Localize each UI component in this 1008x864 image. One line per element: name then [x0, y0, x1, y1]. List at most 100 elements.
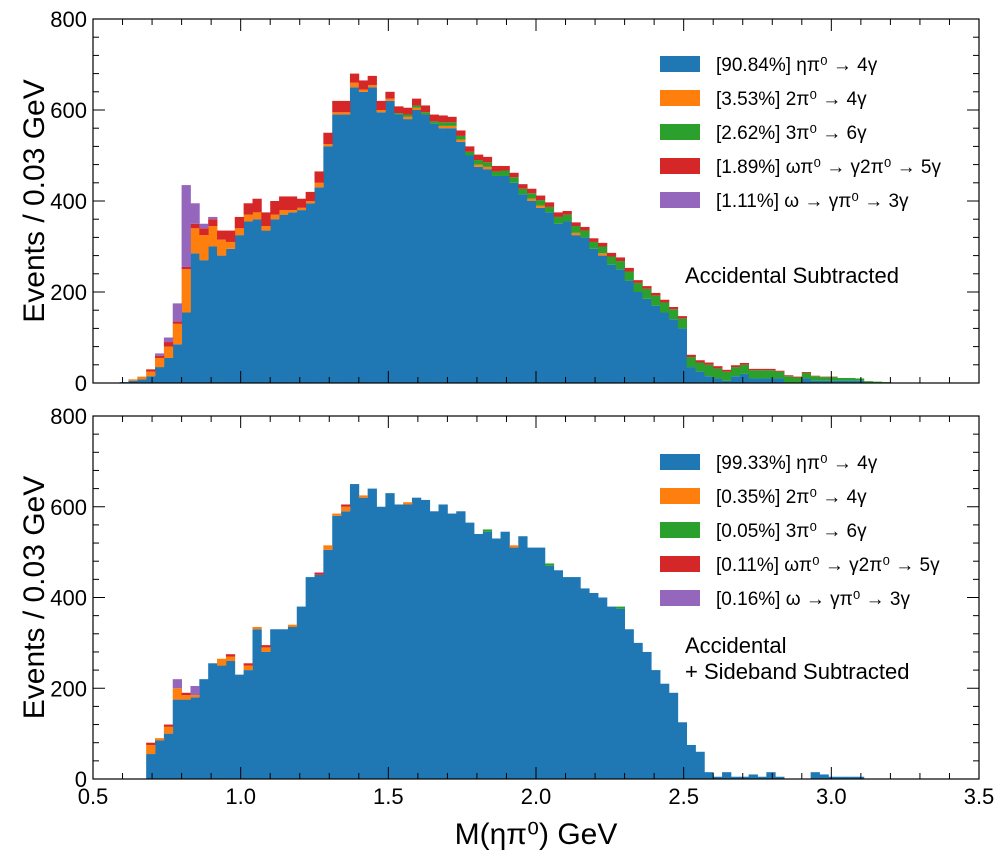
bar: [615, 257, 625, 262]
bar: [252, 626, 262, 630]
bar: [730, 376, 741, 383]
bar: [571, 226, 581, 233]
bar: [598, 253, 608, 256]
bar: [589, 241, 599, 249]
bar: [323, 146, 333, 383]
bar: [571, 235, 581, 384]
bar: [810, 380, 820, 383]
bar: [677, 722, 688, 779]
legend-swatch: [660, 192, 700, 208]
bar: [651, 305, 661, 383]
bar: [332, 515, 342, 779]
bar: [722, 371, 732, 381]
bar: [553, 223, 563, 383]
bar: [438, 504, 448, 779]
bar: [252, 212, 262, 220]
bar: [146, 369, 156, 372]
bar: [544, 206, 555, 213]
bar: [757, 368, 767, 371]
x-tick-label: 3.0: [816, 784, 847, 809]
bar: [137, 379, 147, 383]
bar: [677, 316, 688, 319]
bar: [225, 656, 236, 662]
bar: [651, 292, 661, 296]
bar: [518, 188, 528, 195]
bar: [730, 365, 741, 368]
bar: [766, 772, 776, 779]
bar: [651, 295, 661, 306]
bar: [580, 230, 590, 238]
bar: [403, 107, 413, 115]
legend-swatch: [660, 590, 700, 606]
bar: [296, 198, 307, 208]
bar: [367, 84, 377, 88]
bar: [411, 107, 422, 110]
bar: [757, 378, 767, 383]
bar: [332, 100, 342, 113]
bar: [536, 547, 546, 779]
bar: [155, 353, 165, 356]
bar: [270, 219, 280, 383]
bar: [606, 256, 617, 265]
bar: [314, 572, 324, 575]
legend-entry: [3.53%] 2π⁰ → 4γ: [716, 89, 867, 110]
bar: [332, 112, 342, 115]
bar: [624, 629, 634, 779]
bar: [403, 114, 413, 117]
bar: [553, 570, 563, 779]
bar: [775, 378, 785, 383]
bar: [642, 288, 652, 299]
bar: [305, 201, 315, 204]
legend-swatch: [660, 454, 700, 470]
bar: [713, 378, 723, 383]
bar: [243, 203, 253, 215]
bar: [128, 379, 138, 381]
bar: [349, 73, 360, 83]
bar: [571, 222, 581, 227]
bar: [163, 342, 174, 347]
bar: [686, 367, 696, 383]
bar: [668, 309, 679, 320]
bar: [225, 654, 236, 657]
bar: [128, 380, 138, 383]
bar: [518, 536, 528, 779]
bar: [429, 114, 439, 122]
bar: [686, 354, 696, 358]
series-1: [119, 87, 865, 384]
bar: [730, 776, 741, 779]
bar: [562, 211, 572, 215]
bar: [181, 699, 191, 779]
bar: [695, 751, 705, 779]
bar: [713, 368, 723, 379]
bar: [695, 360, 705, 363]
bar: [411, 105, 422, 108]
bar: [199, 260, 209, 383]
bar: [598, 242, 608, 247]
bar: [234, 216, 245, 229]
bar: [527, 547, 537, 779]
bar: [491, 538, 501, 779]
bar: [429, 511, 439, 779]
bar: [872, 381, 882, 383]
x-tick-label: 1.0: [225, 784, 256, 809]
series-4: [146, 504, 351, 745]
bar: [473, 164, 484, 167]
bar: [225, 661, 236, 779]
bar: [739, 776, 750, 779]
bar: [553, 216, 563, 224]
bar: [358, 497, 369, 779]
bar: [482, 156, 493, 163]
bar: [509, 182, 519, 383]
bar: [695, 362, 705, 372]
bar: [155, 738, 165, 741]
bar: [217, 230, 227, 240]
bar: [527, 188, 537, 194]
legend-swatch: [660, 556, 700, 572]
bar: [163, 357, 174, 383]
bar: [199, 228, 209, 236]
bar: [305, 191, 315, 201]
bar: [704, 364, 714, 377]
bar: [403, 119, 413, 383]
bar: [784, 376, 794, 383]
y-axis-label: Events / 0.03 GeV: [18, 79, 51, 322]
